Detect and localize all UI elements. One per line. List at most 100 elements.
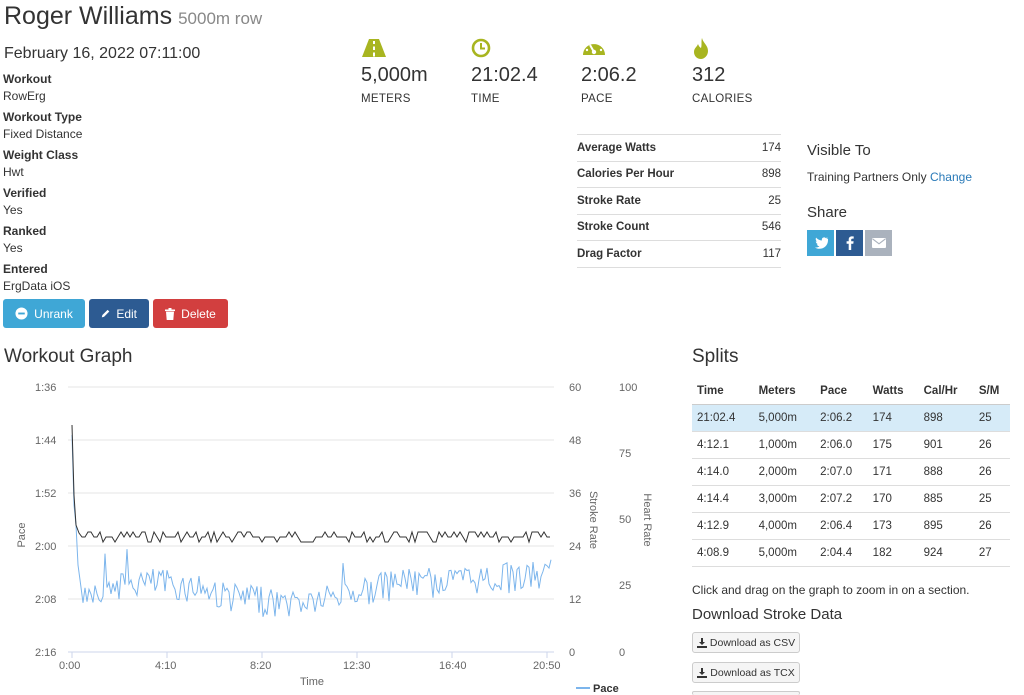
metric-row: Stroke Count 546 — [577, 215, 781, 241]
cell: 885 — [918, 485, 974, 513]
cell: 4:08.9 — [692, 539, 754, 567]
cell: 2:07.0 — [815, 458, 868, 486]
stat-value: 312 — [692, 64, 726, 86]
col-header: Meters — [753, 379, 816, 405]
stat-value: 5,000m — [361, 64, 428, 86]
legend-pace-label: Pace — [593, 683, 619, 695]
table-row-summary[interactable]: 21:02.4 5,000m 2:06.2 174 898 25 — [692, 404, 1010, 432]
cell: 924 — [918, 539, 974, 567]
minus-circle-icon — [15, 307, 28, 320]
detail-value: Fixed Distance — [3, 127, 83, 141]
download-csv-button[interactable]: Download as CSV — [692, 632, 800, 653]
download-icon — [696, 637, 707, 648]
col-header: Time — [692, 379, 754, 405]
col-header: S/M — [973, 379, 1010, 405]
workout-graph-title: Workout Graph — [4, 346, 133, 367]
cell: 2,000m — [753, 458, 816, 486]
cell: 25 — [973, 404, 1010, 432]
workout-subtitle: 5000m row — [178, 9, 263, 28]
table-row[interactable]: 4:14.4 3,000m 2:07.2 170 885 25 — [692, 485, 1010, 513]
edit-button[interactable]: Edit — [89, 299, 149, 328]
metric-row: Calories Per Hour 898 — [577, 162, 781, 188]
metric-label: Stroke Count — [577, 221, 650, 234]
y-left-axis-label: Pace — [16, 522, 28, 547]
cell: 4:12.9 — [692, 512, 754, 540]
flame-icon — [692, 38, 802, 59]
download-tcx-label: Download as TCX — [710, 666, 795, 679]
stroke-rate-series-line — [71, 424, 550, 544]
splits-header-row: Time Meters Pace Watts Cal/Hr S/M — [692, 379, 1010, 405]
table-row[interactable]: 4:12.9 4,000m 2:06.4 173 895 26 — [692, 512, 1010, 540]
y-mid-tick: 36 — [569, 488, 581, 500]
stat-value: 2:06.2 — [581, 64, 637, 86]
unrank-label: Unrank — [34, 306, 73, 321]
cell: 173 — [867, 512, 919, 540]
visible-to-value: Training Partners Only Change — [807, 170, 972, 184]
detail-value: Hwt — [3, 165, 24, 179]
download-tcx-button[interactable]: Download as TCX — [692, 662, 800, 683]
splits-title: Splits — [692, 346, 739, 367]
change-visibility-link[interactable]: Change — [929, 170, 972, 184]
cell: 21:02.4 — [692, 404, 754, 432]
metric-label: Average Watts — [577, 141, 657, 154]
table-row[interactable]: 4:08.9 5,000m 2:04.4 182 924 27 — [692, 539, 1010, 567]
unrank-button[interactable]: Unrank — [3, 299, 85, 328]
table-row[interactable]: 4:14.0 2,000m 2:07.0 171 888 26 — [692, 458, 1010, 486]
stat-label: TIME — [471, 93, 500, 105]
cell: 27 — [973, 539, 1010, 567]
y-mid-tick: 0 — [569, 647, 575, 659]
athlete-name: Roger Williams 5000m row — [4, 2, 262, 31]
metric-row: Stroke Rate 25 — [577, 188, 781, 215]
share-title: Share — [807, 204, 848, 221]
workout-date: February 16, 2022 07:11:00 — [4, 45, 201, 62]
delete-button[interactable]: Delete — [153, 299, 228, 328]
detail-workout-type: Workout Type Fixed Distance — [3, 110, 233, 148]
stat-pace: 2:06.2 PACE — [581, 38, 691, 105]
twitter-share-button[interactable] — [807, 230, 834, 256]
workout-graph[interactable]: 1:36 1:44 1:52 2:00 2:08 2:16 60 48 36 2… — [0, 375, 680, 695]
cell: 174 — [867, 404, 919, 432]
grid-lines — [68, 386, 554, 653]
facebook-share-button[interactable] — [836, 230, 863, 256]
y-left-tick: 1:36 — [35, 382, 56, 394]
cell: 2:06.2 — [815, 404, 868, 432]
pace-series-line — [71, 434, 552, 617]
cell: 2:07.2 — [815, 485, 868, 513]
visible-to-title: Visible To — [807, 142, 871, 159]
metric-value: 898 — [761, 168, 781, 181]
cell: 26 — [973, 431, 1010, 459]
trash-icon — [165, 307, 176, 320]
envelope-icon — [871, 238, 886, 248]
athlete-name-text: Roger Williams — [4, 2, 173, 30]
y-right-tick: 50 — [619, 514, 631, 526]
stat-label: METERS — [361, 93, 411, 105]
detail-value: Yes — [3, 241, 23, 255]
y-mid-tick: 12 — [569, 594, 581, 606]
download-more-button[interactable] — [692, 691, 800, 695]
detail-label: Workout — [3, 72, 52, 86]
email-share-button[interactable] — [865, 230, 892, 256]
cell: 25 — [973, 485, 1010, 513]
detail-label: Workout Type — [3, 110, 82, 124]
action-buttons: Unrank Edit Delete — [3, 299, 228, 328]
cell: 182 — [867, 539, 919, 567]
y-left-tick: 2:00 — [35, 541, 56, 553]
legend[interactable]: Pace — [576, 683, 619, 695]
y-right-tick: 100 — [619, 382, 637, 394]
cell: 171 — [867, 458, 919, 486]
cell: 5,000m — [753, 404, 816, 432]
cell: 175 — [867, 431, 919, 459]
cell: 898 — [918, 404, 974, 432]
stat-label: PACE — [581, 93, 613, 105]
cell: 901 — [918, 431, 974, 459]
pencil-icon — [101, 309, 110, 318]
detail-weight-class: Weight Class Hwt — [3, 148, 233, 186]
detail-verified: Verified Yes — [3, 186, 233, 224]
cell: 26 — [973, 458, 1010, 486]
stat-meters: 5,000m METERS — [361, 38, 471, 105]
x-tick: 20:50 — [533, 660, 561, 672]
table-row[interactable]: 4:12.1 1,000m 2:06.0 175 901 26 — [692, 431, 1010, 459]
cell: 2:04.4 — [815, 539, 868, 567]
cell: 26 — [973, 512, 1010, 540]
x-tick: 12:30 — [343, 660, 371, 672]
